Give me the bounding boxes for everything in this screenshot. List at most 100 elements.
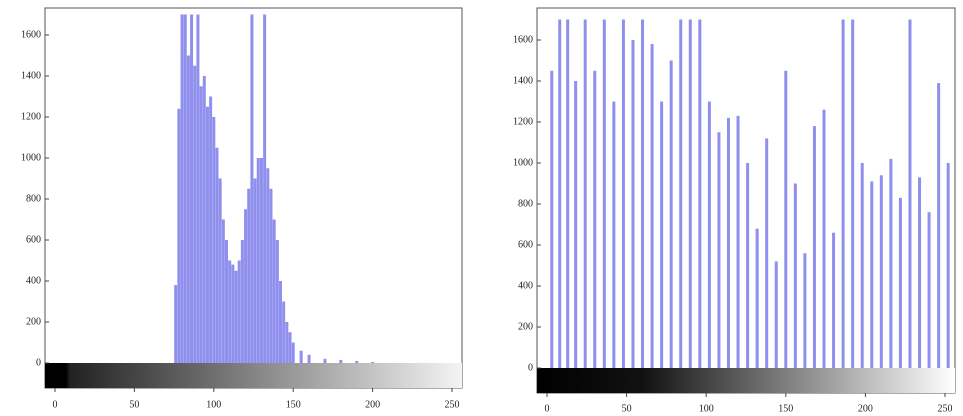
bar [660,101,664,368]
bar [371,361,375,363]
x-tick-label: 50 [622,403,632,414]
bar [180,14,184,363]
bar [550,70,554,368]
y-tick-label: 1400 [513,75,533,86]
bar [193,65,197,363]
bar [621,19,625,368]
x-tick-label: 250 [938,403,953,414]
bar [908,19,912,368]
bar [355,360,359,363]
bar [234,270,238,363]
bar [215,147,219,363]
bar [879,175,883,368]
bar [275,240,279,363]
bar [212,117,216,363]
bar [228,260,232,363]
y-tick-label: 1400 [21,70,41,81]
bar [272,219,276,363]
bar [174,285,178,363]
y-tick-label: 1600 [21,29,41,40]
bar [822,109,826,368]
bar [196,14,200,363]
bar [566,19,570,368]
bar [205,106,209,363]
bar [237,260,241,363]
y-tick-label: 1000 [21,152,41,163]
bar [812,126,816,368]
bar [269,188,273,363]
bar [707,101,711,368]
bar [307,354,311,363]
gradient-bar [45,363,462,388]
bar [231,264,235,363]
bar [889,158,893,368]
x-tick-label: 150 [778,403,793,414]
bar [841,19,845,368]
bar [918,177,922,368]
bar [253,178,257,363]
bar [250,14,254,363]
bar [240,240,244,363]
x-tick-label: 50 [129,399,139,410]
bar [190,14,194,363]
bar [803,253,807,368]
bar [209,96,213,363]
y-tick-label: 1600 [513,34,533,45]
y-tick-label: 0 [528,362,533,373]
y-tick-label: 400 [518,280,533,291]
bar [832,232,836,368]
y-tick-label: 200 [26,316,41,327]
bar [291,342,295,363]
bar [183,14,187,363]
bar [202,76,206,363]
x-tick-label: 0 [545,403,550,414]
bar [278,281,282,363]
bar [225,240,229,363]
gradient-bar [537,368,955,393]
bar [726,117,730,368]
y-tick-label: 0 [36,357,41,368]
y-tick-label: 600 [518,239,533,250]
bar [937,83,941,368]
bar [282,301,286,363]
bar [259,158,263,363]
bar [299,350,303,363]
bar [679,19,683,368]
bar [339,359,343,363]
bar [688,19,692,368]
y-tick-label: 1200 [513,116,533,127]
x-tick-label: 0 [53,399,58,410]
bar [946,163,950,368]
plot-frame [536,7,956,394]
bar [793,183,797,368]
bar [765,138,769,368]
bar [717,132,721,368]
bar [870,181,874,368]
bar [746,163,750,368]
bars [550,19,950,368]
x-tick-label: 250 [445,399,460,410]
y-tick-label: 200 [518,321,533,332]
x-tick-label: 100 [699,403,714,414]
bar [323,358,327,363]
x-tick-label: 100 [206,399,221,410]
x-tick-label: 200 [858,403,873,414]
bar [263,14,267,363]
bar [650,44,654,368]
bar [641,19,645,368]
bar [221,219,225,363]
bar [927,212,931,368]
y-tick-label: 800 [26,193,41,204]
bar [784,70,788,368]
x-tick-label: 200 [365,399,380,410]
bar [574,81,578,368]
bar [186,55,190,363]
y-tick-label: 600 [26,234,41,245]
bar [602,19,606,368]
bar [736,115,740,368]
bars [174,14,375,363]
bar [218,178,222,363]
bar [288,332,292,363]
y-tick-label: 800 [518,198,533,209]
